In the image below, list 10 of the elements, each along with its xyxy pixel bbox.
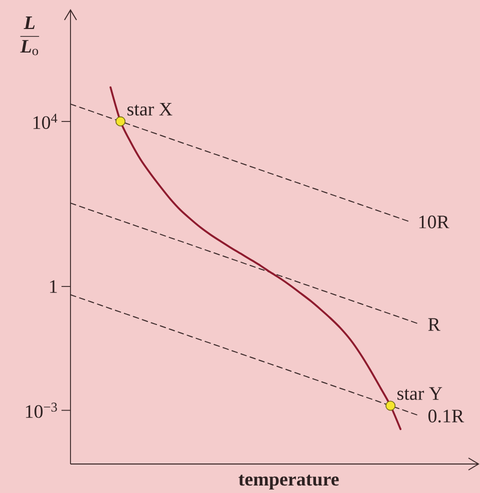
series-label: 10R (419, 216, 450, 228)
y-tick-label: 10$^{−3}$ (26, 402, 57, 418)
y-tick-label: 10$^{4}$ (33, 114, 58, 130)
y-tick-label: 1 (50, 280, 57, 293)
series-label: star Y (397, 387, 442, 400)
series-label: 0.1R (428, 410, 464, 423)
series-label: R (428, 318, 440, 331)
x-axis-title: temperature (238, 474, 339, 490)
series-label: star X (127, 102, 172, 116)
y-axis-title: $\frac{\textbf{\textit{L}}}{\textbf{\textit{L}}_{\textrm{o}}}$ (20, 16, 39, 56)
